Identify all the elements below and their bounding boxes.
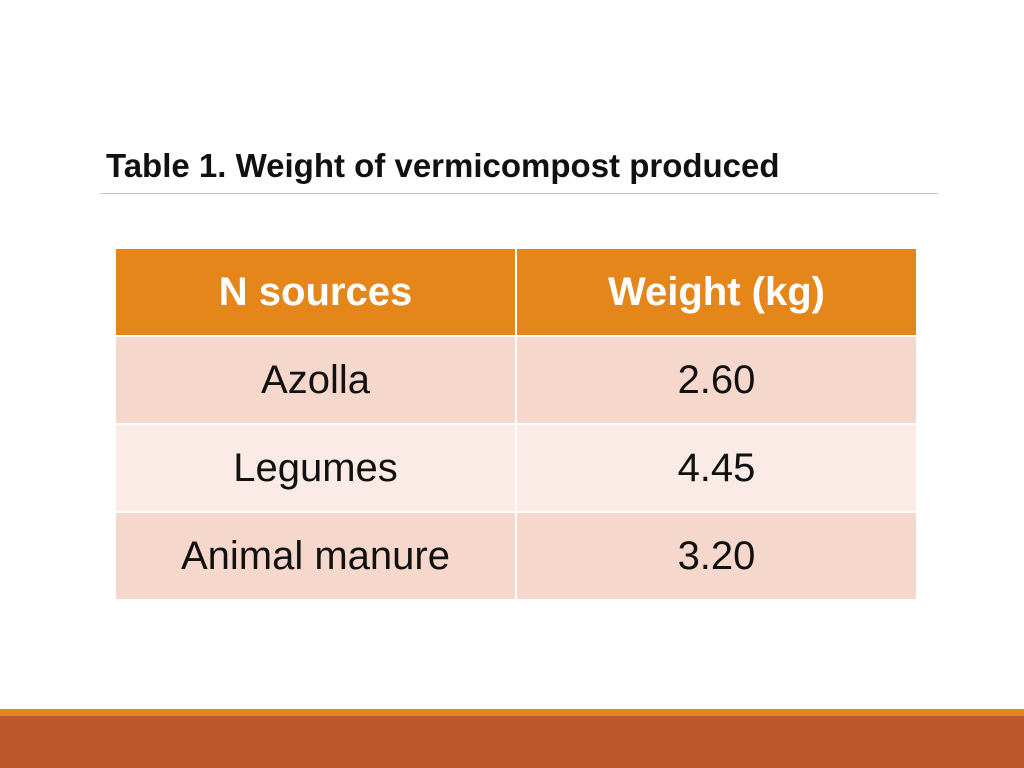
data-table: N sources Weight (kg) Azolla 2.60 Legume… bbox=[114, 247, 918, 601]
column-header-weight: Weight (kg) bbox=[515, 247, 918, 337]
footer-band bbox=[0, 716, 1024, 768]
table-row: Legumes 4.45 bbox=[114, 423, 918, 513]
table-header-row: N sources Weight (kg) bbox=[114, 247, 918, 337]
title-divider bbox=[100, 193, 938, 194]
slide-title: Table 1. Weight of vermicompost produced bbox=[106, 147, 780, 184]
table-row: Animal manure 3.20 bbox=[114, 511, 918, 601]
column-header-n-sources: N sources bbox=[114, 247, 517, 337]
cell-n-source: Animal manure bbox=[114, 511, 517, 601]
cell-weight: 3.20 bbox=[515, 511, 918, 601]
table-row: Azolla 2.60 bbox=[114, 335, 918, 425]
footer-accent-stripe bbox=[0, 709, 1024, 716]
cell-weight: 4.45 bbox=[515, 423, 918, 513]
cell-n-source: Legumes bbox=[114, 423, 517, 513]
cell-weight: 2.60 bbox=[515, 335, 918, 425]
cell-n-source: Azolla bbox=[114, 335, 517, 425]
